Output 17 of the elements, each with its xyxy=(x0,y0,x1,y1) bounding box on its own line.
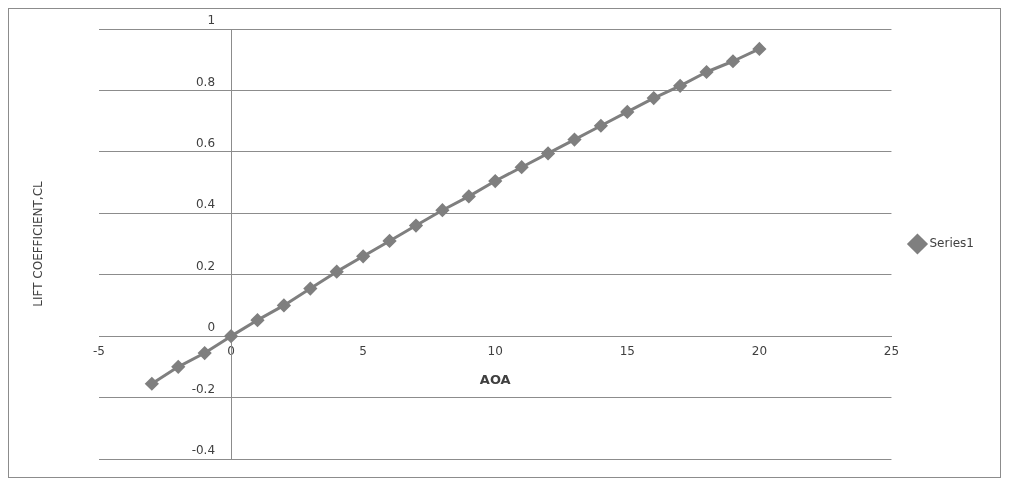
x-axis-title: AOA xyxy=(479,371,511,387)
x-tick-label: 15 xyxy=(619,344,635,359)
legend-label: Series1 xyxy=(929,236,975,251)
x-tick-label: -5 xyxy=(93,344,105,359)
y-tick-label: 0.4 xyxy=(195,197,216,212)
y-tick-label: 0 xyxy=(207,320,216,335)
x-tick-label: 10 xyxy=(487,344,503,359)
y-tick-label: 0.6 xyxy=(195,135,216,150)
y-tick-label: -0.2 xyxy=(191,381,216,396)
x-tick-label: 20 xyxy=(751,344,768,359)
y-tick-label: 1 xyxy=(207,13,216,28)
y-tick-label: -0.4 xyxy=(191,443,216,458)
x-tick-label: 5 xyxy=(359,344,367,359)
y-axis-title: LIFT COEFFICIENT,CL xyxy=(31,180,46,307)
x-tick-label: 25 xyxy=(883,344,900,359)
y-tick-label: 0.2 xyxy=(195,258,216,273)
y-tick-label: 0.8 xyxy=(195,74,216,89)
